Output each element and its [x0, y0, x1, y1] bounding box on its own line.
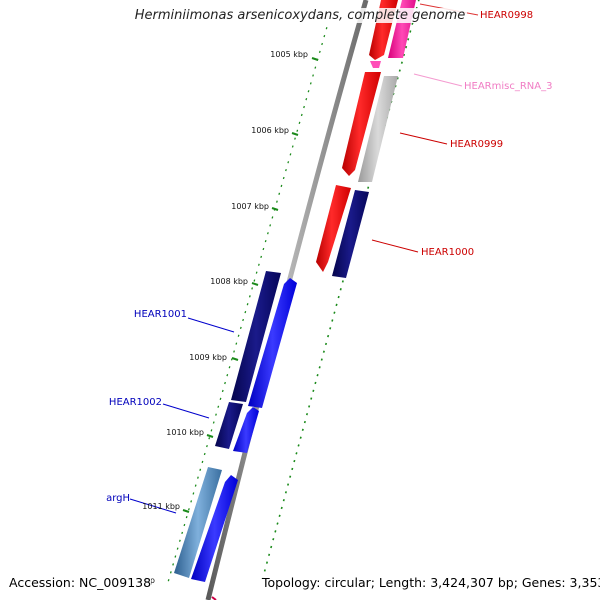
track-dot	[341, 280, 344, 283]
track-dot	[322, 350, 325, 353]
feature-hear0999-gray	[358, 76, 398, 182]
track-dot	[282, 498, 285, 502]
feature-hear1000-navy	[332, 190, 369, 278]
gene-label-hear1001[interactable]: HEAR1001	[134, 309, 187, 320]
track-dot	[324, 342, 328, 346]
track-dot	[276, 522, 279, 525]
track-dot	[272, 537, 275, 541]
track-dot	[284, 491, 288, 494]
genome-backbone	[205, 0, 369, 600]
track-dot	[417, 0, 420, 2]
map-title-text: Herminiimonas arsenicoxydans, complete g…	[132, 8, 468, 23]
ruler-tick-label: 1005 kbp	[270, 50, 308, 59]
gene-label-hear1002[interactable]: HEAR1002	[109, 397, 162, 408]
track-dot	[320, 358, 323, 361]
map-title: Herminiimonas arsenicoxydans, complete g…	[0, 8, 600, 23]
track-dot	[411, 22, 414, 25]
feature-hear1002-blue	[233, 407, 259, 453]
track-dot	[263, 569, 266, 572]
track-dot	[367, 186, 370, 189]
track-dot	[333, 311, 336, 314]
track-dot	[301, 428, 304, 432]
accession-label: Accession: NC_009138	[9, 575, 152, 590]
ruler-tick-label: 1010 kbp	[166, 428, 204, 437]
feature-hear0999-forward	[342, 72, 381, 176]
track-dot	[274, 530, 277, 533]
track-dot	[327, 334, 330, 338]
ruler-tick-label: 1006 kbp	[251, 126, 289, 135]
gene-label-hearmisc-rna-3[interactable]: HEARmisc_RNA_3	[464, 81, 553, 92]
track-dot	[407, 38, 410, 41]
track-dot	[405, 45, 408, 49]
track-dot	[316, 373, 319, 377]
track-dot	[297, 444, 300, 447]
track-dot	[303, 420, 306, 424]
ruler-tick-label: 1008 kbp	[210, 277, 248, 286]
track-dot	[339, 288, 342, 291]
track-dot	[289, 475, 292, 478]
track-dot	[268, 553, 271, 557]
feature-argh-steel	[174, 467, 222, 578]
track-dot	[329, 327, 332, 330]
feature-hear1002-navy	[215, 402, 243, 449]
track-dot	[337, 295, 340, 299]
topology-label: Topology: circular; Length: 3,424,307 bp…	[262, 575, 600, 590]
track-dot	[409, 30, 412, 33]
gene-label-hear0998[interactable]: HEAR0998	[480, 10, 533, 21]
track-dot	[335, 303, 338, 307]
feature-hearmisc-rna	[370, 61, 381, 68]
gene-label-argh[interactable]: argH	[106, 493, 130, 504]
track-dot	[291, 467, 294, 471]
track-dot	[312, 389, 315, 392]
ruler-tick-label: 1009 kbp	[189, 353, 227, 362]
gene-label-hear0999[interactable]: HEAR0999	[450, 139, 503, 150]
feature-hear1001-blue	[248, 278, 297, 408]
track-dot	[280, 506, 283, 510]
track-dot	[293, 459, 296, 463]
ruler-tick-label: 1011 kbp	[142, 502, 180, 511]
track-dot	[331, 319, 334, 322]
gc-content-track	[167, 27, 328, 582]
ruler-tick-label: 1007 kbp	[231, 202, 269, 211]
gene-labels: HEAR0998 HEARmisc_RNA_3 HEAR0999 HEAR100…	[106, 10, 552, 504]
feature-hear1001-navy	[231, 271, 281, 402]
track-dot	[310, 397, 313, 400]
track-dot	[278, 514, 281, 517]
gene-label-hear1000[interactable]: HEAR1000	[421, 247, 474, 258]
track-dot	[398, 69, 401, 72]
track-dot	[270, 545, 273, 549]
feature-hear1000-forward	[316, 185, 351, 272]
track-dot	[308, 405, 311, 408]
track-dot	[299, 436, 302, 439]
track-dot	[400, 61, 403, 64]
track-dot	[314, 381, 317, 385]
track-dot	[305, 413, 309, 416]
track-dot	[286, 483, 290, 486]
track-dot	[295, 452, 298, 455]
feature-argh-blue	[191, 475, 238, 582]
track-dot	[265, 561, 269, 564]
track-dot	[318, 366, 321, 369]
